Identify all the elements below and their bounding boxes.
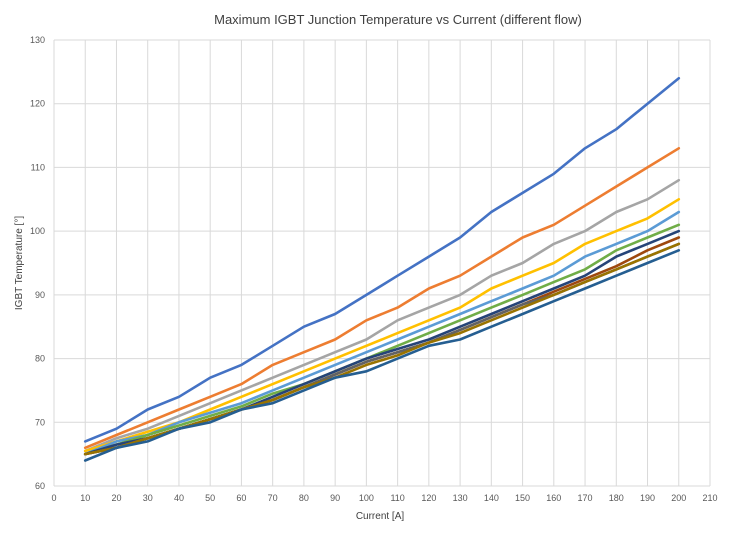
- x-tick-label: 120: [421, 493, 436, 503]
- x-tick-label: 40: [174, 493, 184, 503]
- y-axis-ticks: 60 70 80 90 100 110 120 130: [30, 35, 45, 491]
- series-line-6: [83, 223, 681, 456]
- series-line-1: [83, 76, 681, 443]
- x-tick-label: 130: [453, 493, 468, 503]
- x-tick-label: 60: [236, 493, 246, 503]
- series-line-5: [83, 210, 681, 456]
- x-axis-title: Current [A]: [356, 511, 405, 522]
- y-tick-label: 110: [31, 162, 45, 172]
- y-tick-label: 130: [30, 35, 45, 45]
- x-tick-label: 180: [609, 493, 624, 503]
- series-line-4: [83, 198, 681, 453]
- x-tick-label: 50: [205, 493, 215, 503]
- series-lines: [83, 76, 681, 462]
- y-tick-label: 100: [30, 226, 45, 236]
- x-axis-ticks: 0 10 20 30 40 50 60 70 80 90 100 110 120 130 140 150 160…: [51, 493, 717, 503]
- y-axis-title: IGBT Temperature [°]: [14, 216, 25, 310]
- x-tick-label: 110: [390, 493, 404, 503]
- gridlines: [53, 39, 711, 487]
- x-tick-label: 20: [111, 493, 121, 503]
- y-tick-label: 60: [35, 481, 45, 491]
- x-tick-label: 90: [330, 493, 340, 503]
- x-tick-label: 140: [484, 493, 499, 503]
- y-tick-label: 90: [35, 290, 45, 300]
- x-tick-label: 70: [268, 493, 278, 503]
- x-tick-label: 30: [143, 493, 153, 503]
- x-tick-label: 0: [51, 493, 56, 503]
- x-tick-label: 10: [80, 493, 90, 503]
- y-tick-label: 120: [30, 99, 45, 109]
- x-tick-label: 160: [546, 493, 561, 503]
- series-line-3: [83, 178, 681, 453]
- x-tick-label: 200: [671, 493, 686, 503]
- series-line-11: [83, 249, 681, 462]
- x-tick-label: 150: [515, 493, 530, 503]
- x-tick-label: 80: [299, 493, 309, 503]
- series-line-7: [83, 229, 681, 456]
- y-tick-label: 70: [35, 417, 45, 427]
- x-tick-label: 190: [640, 493, 655, 503]
- chart-title: Maximum IGBT Junction Temperature vs Cur…: [214, 12, 582, 27]
- y-tick-label: 80: [35, 354, 45, 364]
- x-tick-label: 100: [359, 493, 374, 503]
- series-line-2: [83, 147, 681, 450]
- x-tick-label: 210: [702, 493, 717, 503]
- x-tick-label: 170: [578, 493, 593, 503]
